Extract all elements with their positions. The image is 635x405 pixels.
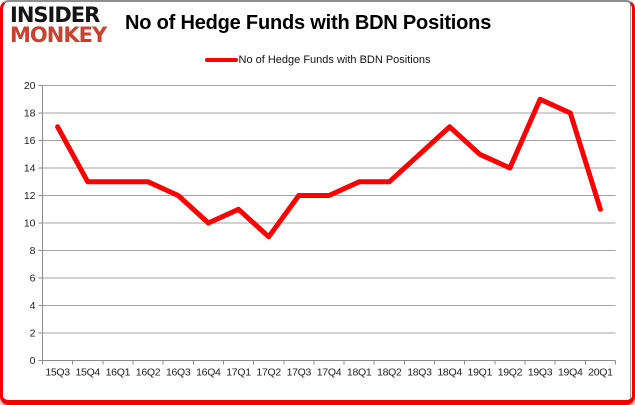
x-tick-label: 18Q3 bbox=[407, 367, 432, 379]
y-tick-label: 0 bbox=[30, 355, 36, 367]
x-tick-label: 16Q4 bbox=[196, 367, 221, 379]
y-tick-label: 12 bbox=[24, 190, 36, 202]
y-tick-label: 8 bbox=[30, 245, 36, 257]
y-tick-label: 18 bbox=[24, 108, 36, 120]
x-tick-label: 19Q1 bbox=[468, 367, 493, 379]
x-tick-label: 17Q2 bbox=[256, 367, 281, 379]
insider-monkey-logo: INSIDER MONKEY bbox=[10, 3, 107, 47]
x-tick-label: 17Q1 bbox=[226, 367, 251, 379]
x-tick-label: 18Q1 bbox=[347, 367, 372, 379]
x-tick-label: 17Q4 bbox=[317, 367, 342, 379]
y-tick-label: 4 bbox=[30, 300, 36, 312]
y-tick-label: 6 bbox=[30, 273, 36, 285]
y-tick-label: 2 bbox=[30, 328, 36, 340]
legend-label: No of Hedge Funds with BDN Positions bbox=[238, 54, 431, 66]
x-axis-labels: 15Q3 15Q4 16Q1 16Q2 16Q3 16Q4 17Q1 17Q2 17Q3 17Q4… bbox=[45, 367, 613, 379]
x-tick-label: 19Q3 bbox=[528, 367, 553, 379]
x-tick-label: 20Q1 bbox=[588, 367, 613, 379]
y-tick-label: 14 bbox=[24, 163, 36, 175]
x-tick-label: 18Q4 bbox=[437, 367, 462, 379]
gridlines bbox=[38, 85, 616, 361]
x-tick-label: 19Q4 bbox=[558, 367, 583, 379]
x-tick-label: 16Q2 bbox=[136, 367, 161, 379]
x-tick-label: 17Q3 bbox=[287, 367, 312, 379]
axes bbox=[42, 85, 616, 365]
logo-monkey-text: MONKEY bbox=[10, 22, 107, 47]
chart-title: No of Hedge Funds with BDN Positions bbox=[125, 12, 492, 34]
x-tick-label: 19Q2 bbox=[498, 367, 523, 379]
y-axis-labels: 0 2 4 6 8 10 12 14 16 18 20 bbox=[24, 80, 36, 367]
x-tick-label: 15Q3 bbox=[45, 367, 70, 379]
y-tick-label: 20 bbox=[24, 80, 36, 92]
chart-frame-border bbox=[630, 2, 631, 400]
x-tick-label: 16Q1 bbox=[106, 367, 131, 379]
legend: No of Hedge Funds with BDN Positions bbox=[3, 54, 632, 66]
y-tick-label: 10 bbox=[24, 218, 36, 230]
x-tick-label: 18Q2 bbox=[377, 367, 402, 379]
y-tick-label: 16 bbox=[24, 135, 36, 147]
legend-line-marker bbox=[204, 58, 238, 62]
x-tick-label: 15Q4 bbox=[75, 367, 100, 379]
x-tick-label: 16Q3 bbox=[166, 367, 191, 379]
line-series-hedge-funds bbox=[55, 96, 603, 240]
logo-insider-text: INSIDER bbox=[10, 3, 100, 27]
